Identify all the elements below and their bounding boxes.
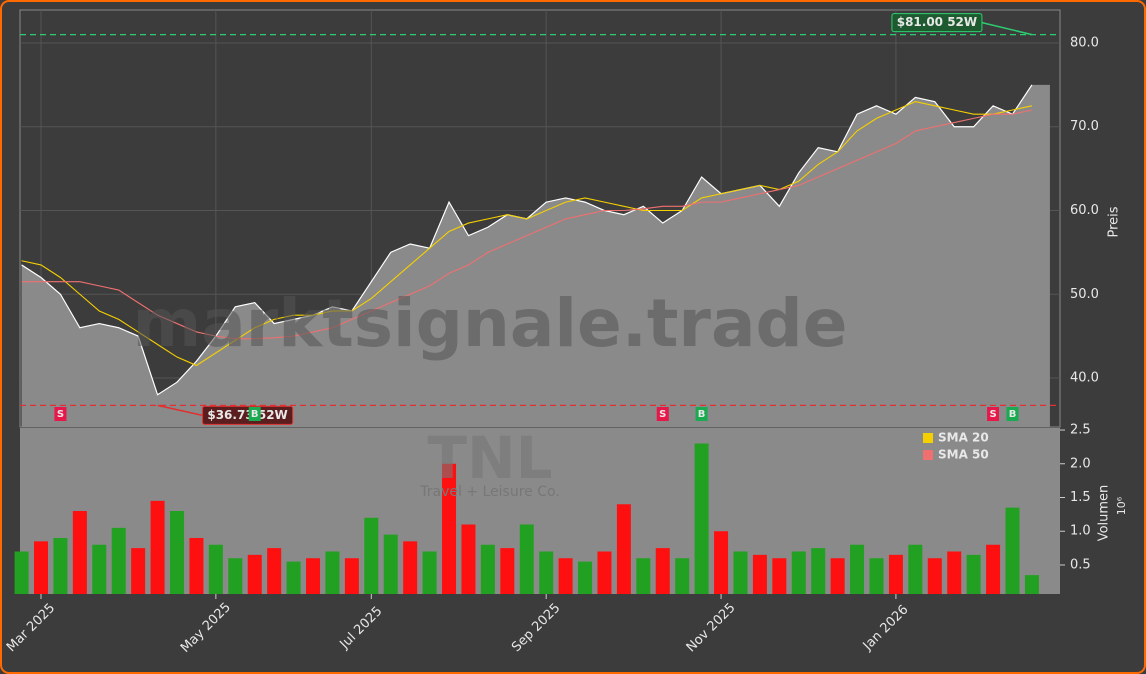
volume-bar [364, 517, 379, 594]
volume-bar [830, 558, 845, 594]
volume-bar [539, 551, 554, 594]
volume-bar [519, 524, 534, 594]
volume-bar [344, 558, 359, 594]
volume-bar [306, 558, 321, 594]
annotation-text: $81.00 52W [897, 15, 977, 29]
volume-bar [34, 541, 48, 594]
volume-bar [131, 548, 146, 594]
y-tick-label: 70.0 [1070, 119, 1099, 134]
volume-bar [480, 544, 495, 594]
signal-label: S [989, 409, 996, 420]
volume-bar [442, 463, 457, 594]
signal-marker [987, 407, 1000, 421]
y-tick-label: 50.0 [1070, 287, 1099, 302]
legend-label: SMA 20 [938, 431, 989, 445]
volume-bar [208, 544, 223, 594]
volume-bar [850, 544, 865, 594]
volume-bar [752, 554, 767, 594]
volume-bar [267, 548, 282, 594]
y2-tick-label: 2.5 [1070, 423, 1091, 438]
y2-unit: 10⁶ [1115, 496, 1128, 515]
y-tick-label: 60.0 [1070, 203, 1099, 218]
legend-swatch [923, 450, 933, 460]
volume-bar [714, 531, 729, 594]
signal-label: S [659, 409, 666, 420]
signal-label: B [1009, 409, 1017, 420]
volume-bar [947, 551, 962, 594]
volume-bar [908, 544, 923, 594]
sma-line [21, 109, 1033, 340]
signal-label: B [251, 409, 259, 420]
volume-bar [675, 558, 690, 594]
ticker: TNL [427, 424, 552, 492]
signal-marker [656, 407, 669, 421]
volume-bar [228, 558, 243, 594]
volume-bar [422, 551, 437, 594]
volume-bar [53, 537, 68, 594]
signal-marker [1006, 407, 1019, 421]
y-tick-label: 40.0 [1070, 371, 1099, 386]
volume-bar [772, 558, 787, 594]
signal-marker [248, 407, 261, 421]
watermark: marktsignale.trade [132, 285, 847, 362]
signal-marker [54, 407, 67, 421]
legend-swatch [923, 433, 933, 443]
y2-tick-label: 1.5 [1070, 490, 1091, 505]
volume-bar [286, 561, 301, 594]
y2-tick-label: 0.5 [1070, 557, 1091, 572]
y-axis-label: Preis [1107, 206, 1122, 237]
volume-bar [1005, 507, 1020, 594]
volume-bar [92, 544, 107, 594]
volume-bar [150, 500, 165, 594]
volume-bar [791, 551, 806, 594]
annotation-box [202, 405, 294, 425]
volume-bar [616, 504, 631, 594]
sma-line [21, 101, 1033, 367]
volume-bar [811, 548, 826, 594]
volume-bar [383, 534, 398, 594]
volume-bar [247, 554, 262, 594]
y2-axis-label: Volumen [1097, 485, 1112, 542]
volume-bar [636, 558, 651, 594]
volume-bar [986, 544, 1001, 594]
volume-bar [597, 551, 612, 594]
annotation-text: $36.73 52W [207, 408, 287, 422]
y2-tick-label: 2.0 [1070, 456, 1091, 471]
volume-bar [694, 443, 709, 594]
annotation-arrow [981, 21, 1033, 36]
volume-bar [189, 537, 204, 594]
legend-label: SMA 50 [938, 448, 989, 462]
y-tick-label: 80.0 [1070, 35, 1099, 50]
y2-tick-label: 1.0 [1070, 524, 1091, 539]
volume-bar [170, 511, 185, 594]
volume-bar [733, 551, 748, 594]
volume-bar [558, 558, 573, 594]
volume-bar [14, 551, 29, 594]
annotation-arrow [157, 404, 203, 417]
annotation-box [891, 13, 983, 33]
volume-bar [111, 527, 126, 594]
volume-bar [578, 561, 593, 594]
company: Travel + Leisure Co. [419, 484, 560, 500]
price-area [21, 84, 1050, 427]
volume-bar [461, 524, 476, 594]
volume-bar [1024, 575, 1039, 594]
volume-bar [966, 554, 981, 594]
volume-bar [403, 541, 418, 594]
volume-bar [927, 558, 942, 594]
signal-marker [695, 407, 708, 421]
signal-label: S [57, 409, 64, 420]
volume-bar [655, 548, 670, 594]
volume-bar [72, 511, 87, 594]
volume-bar [500, 548, 515, 594]
volume-bar [869, 558, 884, 594]
volume-bar [888, 554, 903, 594]
signal-label: B [698, 409, 706, 420]
volume-bar [325, 551, 340, 594]
